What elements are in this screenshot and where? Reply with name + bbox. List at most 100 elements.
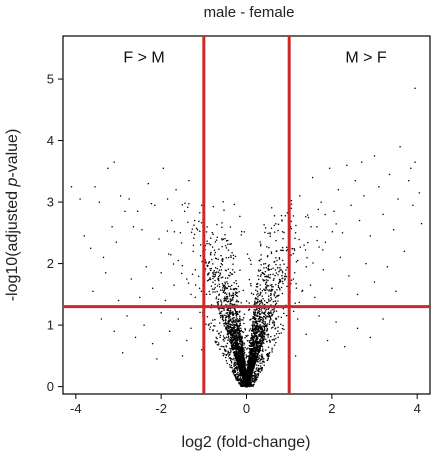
data-point bbox=[233, 271, 236, 273]
data-point bbox=[254, 298, 256, 300]
data-point bbox=[244, 377, 246, 379]
data-point bbox=[261, 290, 264, 292]
data-point bbox=[252, 349, 255, 351]
data-point bbox=[222, 319, 225, 322]
data-point bbox=[215, 239, 218, 241]
data-point bbox=[280, 214, 283, 217]
data-point bbox=[173, 284, 175, 286]
data-point bbox=[236, 357, 238, 360]
data-point bbox=[160, 312, 162, 314]
data-point bbox=[234, 359, 236, 361]
data-point bbox=[254, 328, 257, 331]
data-point bbox=[212, 275, 214, 277]
data-point bbox=[258, 270, 260, 272]
data-point bbox=[217, 332, 220, 335]
data-point bbox=[277, 273, 279, 276]
data-point bbox=[255, 370, 257, 372]
data-point bbox=[220, 300, 222, 302]
data-point bbox=[233, 346, 236, 349]
data-point bbox=[280, 323, 282, 326]
data-point bbox=[350, 204, 352, 206]
data-point bbox=[226, 342, 229, 345]
data-point bbox=[273, 323, 276, 326]
data-point bbox=[232, 263, 234, 265]
data-point bbox=[264, 320, 266, 323]
data-point bbox=[151, 287, 154, 289]
data-point bbox=[190, 231, 193, 233]
data-point bbox=[248, 340, 250, 342]
data-point bbox=[261, 360, 264, 363]
data-point bbox=[267, 346, 270, 348]
data-point bbox=[235, 280, 237, 282]
data-point bbox=[217, 303, 219, 305]
data-point bbox=[255, 302, 257, 304]
data-point bbox=[281, 280, 284, 283]
data-point bbox=[264, 311, 266, 313]
data-point bbox=[251, 332, 253, 335]
data-point bbox=[252, 335, 255, 338]
data-point bbox=[306, 257, 308, 259]
data-point bbox=[249, 371, 252, 373]
data-point bbox=[245, 357, 247, 359]
data-point bbox=[207, 264, 209, 267]
data-point bbox=[217, 342, 220, 344]
data-point bbox=[235, 367, 238, 370]
data-point bbox=[273, 260, 276, 263]
data-point bbox=[251, 378, 253, 381]
data-point bbox=[256, 360, 259, 363]
data-point bbox=[266, 284, 268, 287]
data-point bbox=[181, 203, 184, 206]
data-point bbox=[307, 241, 309, 244]
data-point bbox=[199, 230, 201, 232]
data-point bbox=[233, 357, 235, 360]
data-point bbox=[257, 364, 260, 367]
data-point bbox=[211, 288, 214, 290]
data-point bbox=[286, 266, 288, 269]
data-point bbox=[275, 302, 278, 304]
data-point bbox=[219, 334, 222, 337]
data-point bbox=[206, 316, 209, 318]
data-point bbox=[254, 312, 256, 314]
data-point bbox=[255, 364, 258, 366]
data-point bbox=[222, 285, 225, 288]
data-point bbox=[94, 185, 96, 188]
data-point bbox=[305, 333, 307, 336]
data-point bbox=[261, 311, 263, 313]
data-point bbox=[326, 339, 329, 342]
data-point bbox=[228, 292, 231, 294]
data-point bbox=[248, 302, 250, 304]
data-point bbox=[275, 239, 277, 242]
data-point bbox=[256, 341, 258, 343]
data-point bbox=[356, 293, 359, 296]
data-point bbox=[181, 355, 184, 357]
data-point bbox=[223, 308, 225, 310]
data-point bbox=[79, 198, 81, 200]
data-point bbox=[260, 358, 262, 361]
data-point bbox=[269, 341, 271, 343]
data-point bbox=[219, 289, 222, 291]
data-point bbox=[382, 318, 384, 320]
data-point bbox=[212, 319, 214, 321]
data-point bbox=[264, 322, 267, 324]
data-point bbox=[275, 256, 277, 259]
data-point bbox=[268, 321, 271, 323]
data-point bbox=[199, 244, 202, 246]
data-point bbox=[257, 338, 259, 340]
data-point bbox=[223, 325, 226, 327]
data-point bbox=[215, 297, 217, 300]
data-point bbox=[222, 287, 224, 289]
data-point bbox=[213, 276, 216, 278]
data-point bbox=[267, 358, 269, 360]
data-point bbox=[259, 292, 262, 295]
data-point bbox=[261, 367, 263, 370]
data-point bbox=[238, 368, 241, 370]
data-point bbox=[212, 205, 215, 208]
data-point bbox=[230, 284, 233, 287]
data-point bbox=[263, 336, 266, 338]
data-point bbox=[222, 200, 224, 203]
data-point bbox=[280, 286, 283, 289]
data-point bbox=[293, 247, 295, 250]
data-point bbox=[373, 155, 376, 157]
data-point bbox=[216, 290, 218, 293]
